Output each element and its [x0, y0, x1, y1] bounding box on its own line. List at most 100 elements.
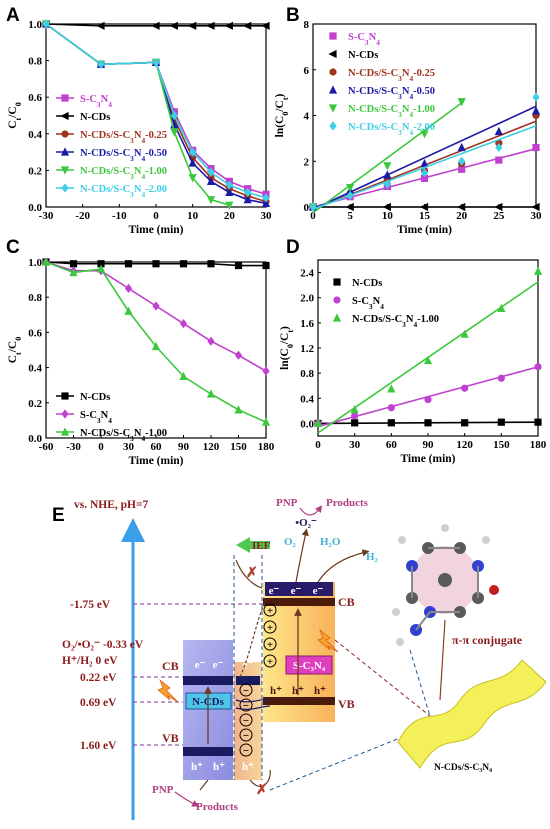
x-tick-label: 25	[493, 210, 505, 222]
series	[41, 19, 271, 207]
data-point	[152, 301, 160, 311]
legend-label: N-CDs	[80, 112, 110, 123]
minus-sign: −	[243, 745, 249, 757]
sc3n4-hole-1: h⁺	[270, 685, 282, 697]
data-point	[206, 176, 216, 185]
x-tick-label: 120	[456, 439, 473, 451]
data-point	[351, 412, 359, 420]
data-point	[420, 158, 429, 168]
h2o-label: H₂O	[320, 536, 341, 548]
series	[42, 258, 270, 270]
y-tick-label: 2	[304, 156, 310, 168]
data-point	[423, 355, 433, 365]
data-point	[346, 190, 354, 201]
y-tick-label: 0.4	[28, 363, 42, 375]
series	[314, 363, 542, 428]
data-point	[41, 257, 51, 266]
data-point	[460, 329, 469, 338]
legend-marker	[329, 68, 337, 76]
series-line	[45, 23, 230, 206]
data-point	[346, 183, 355, 193]
legend-marker	[60, 147, 70, 156]
data-point	[420, 174, 429, 183]
data-point	[224, 21, 233, 30]
axis-reference-label: vs. NHE, pH=7	[74, 499, 149, 511]
plus-sign: +	[267, 622, 273, 634]
legend-marker	[60, 427, 70, 436]
data-point	[382, 202, 391, 212]
data-point	[532, 143, 540, 152]
ief-arrow-icon	[236, 537, 270, 553]
data-point	[42, 19, 50, 29]
data-point	[151, 341, 161, 351]
data-point	[206, 196, 216, 205]
x-axis-label: Time (min)	[128, 224, 183, 236]
x-tick-label: -20	[75, 210, 90, 222]
x-tick-label: 90	[423, 439, 435, 451]
y-tick-label: 0.2	[28, 165, 42, 177]
data-point	[387, 384, 396, 393]
sc3n4-electron-2: e⁻	[291, 585, 302, 597]
series	[313, 266, 543, 434]
x-tick-label: 60	[151, 441, 163, 453]
data-point	[531, 106, 541, 115]
interface-hole: h⁺	[242, 761, 254, 773]
x-tick-label: 20	[224, 210, 236, 222]
data-point	[531, 202, 540, 212]
legend-marker	[61, 409, 69, 419]
legend-label: S-C3N4	[352, 296, 384, 311]
data-point	[225, 180, 233, 190]
sc3n4-vb-bar	[263, 697, 335, 705]
y-tick-label: 0.8	[28, 56, 42, 68]
legend-label: N-CDs	[352, 278, 382, 289]
x-tick-label: 120	[203, 441, 220, 453]
data-point	[234, 405, 243, 414]
interface-negative-charges: − − − − −	[239, 683, 253, 757]
legend-label: N-CDs/S-C3N4-0.50	[348, 86, 435, 101]
data-point	[207, 336, 215, 346]
light-bolt-icon	[157, 678, 179, 703]
ncds-cb-label: CB	[162, 659, 179, 673]
data-point	[243, 21, 252, 30]
series	[41, 20, 234, 210]
x-tick-label: 10	[382, 210, 394, 222]
x-tick-label: -60	[39, 441, 54, 453]
y-tick-label: 1.2	[300, 343, 314, 355]
data-point	[494, 126, 503, 136]
x-axis-label: Time (min)	[397, 224, 452, 236]
y-tick-label: 0.4	[300, 393, 314, 405]
legend-marker	[61, 94, 69, 102]
series	[41, 257, 271, 426]
y-tick-label: 0.2	[28, 398, 42, 410]
x-tick-label: 30	[123, 441, 135, 453]
energy-label-sc3n4-vb: 0.69 eV	[80, 697, 117, 709]
data-point	[262, 261, 270, 270]
data-point	[189, 147, 197, 157]
x-tick-label: -30	[39, 210, 54, 222]
interface-electron: e⁻	[243, 659, 254, 671]
x-tick-label: 20	[456, 210, 468, 222]
sc3n4-positive-charges: + + + +	[263, 603, 277, 668]
energy-label-ncds-vb: 1.60 eV	[80, 740, 117, 752]
data-point	[225, 187, 234, 196]
data-point	[97, 260, 105, 268]
data-point	[124, 306, 133, 315]
data-point	[243, 195, 252, 204]
sc3n4-vb-label: VB	[338, 697, 355, 711]
x-tick-label: 0	[153, 210, 159, 222]
data-point	[497, 418, 505, 426]
x-tick-label: 180	[258, 441, 275, 453]
data-point	[207, 260, 215, 268]
data-point	[383, 170, 392, 179]
legend-marker	[333, 278, 341, 286]
data-point	[497, 303, 506, 312]
data-point	[151, 21, 160, 30]
energy-label-h2: H⁺/H₂ 0 eV	[62, 655, 118, 667]
minus-sign: −	[243, 715, 249, 727]
x-tick-label: 30	[349, 439, 361, 451]
y-tick-label: 0.8	[28, 292, 42, 304]
x-tick-label: 150	[230, 441, 247, 453]
ncds-hole-1: h⁺	[191, 761, 203, 773]
legend-marker	[328, 104, 338, 113]
y-axis-label: Ct/C0	[7, 102, 23, 129]
